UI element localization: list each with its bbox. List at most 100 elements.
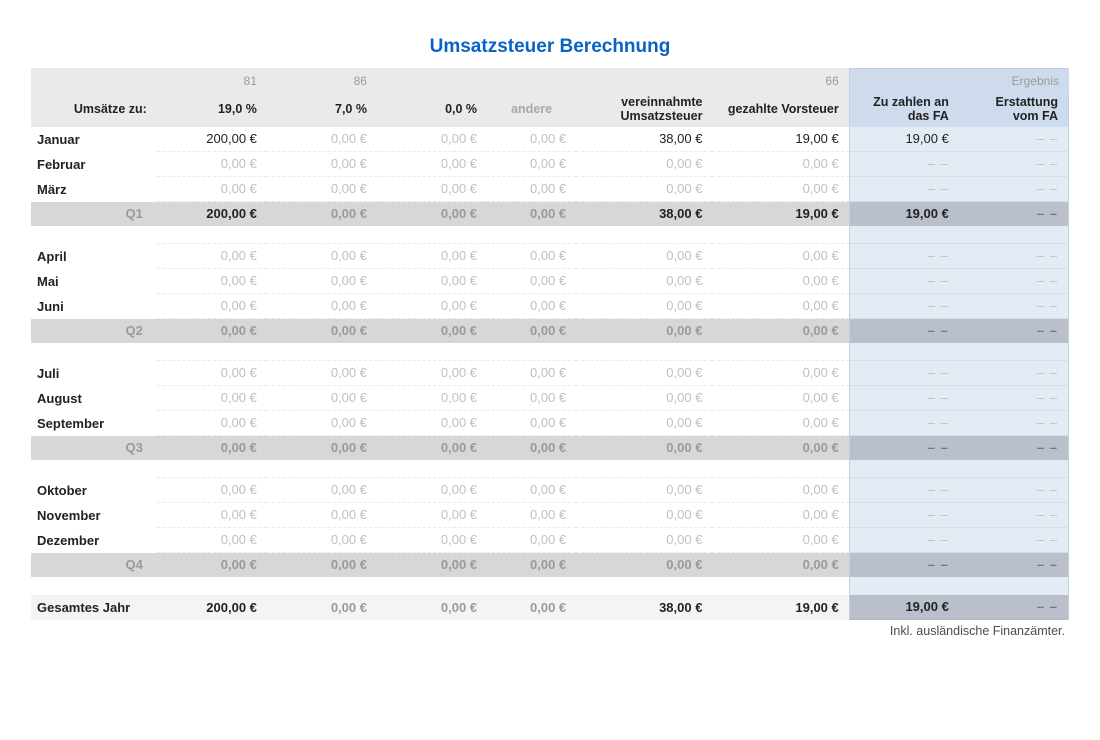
- cell-coll: 0,00 €: [576, 177, 712, 202]
- cell-pay: – –: [849, 553, 959, 577]
- cell-coll: 0,00 €: [576, 361, 712, 386]
- cell-paid: 19,00 €: [712, 595, 848, 620]
- cell-paid: 0,00 €: [712, 319, 848, 343]
- cell-c0: 0,00 €: [377, 411, 487, 436]
- cell-pay: – –: [849, 361, 959, 386]
- cell-c0: 0,00 €: [377, 386, 487, 411]
- month-row: November0,00 €0,00 €0,00 €0,00 €0,00 €0,…: [31, 503, 1069, 528]
- hdr-coll: vereinnahmte Umsatzsteuer: [576, 93, 712, 127]
- spacer-cell: [377, 343, 487, 361]
- spacer-cell: [267, 343, 377, 361]
- cell-other: 0,00 €: [487, 595, 576, 620]
- cell-c7: 0,00 €: [267, 503, 377, 528]
- cell-c0: 0,00 €: [377, 319, 487, 343]
- year-row: Gesamtes Jahr200,00 €0,00 €0,00 €0,00 €3…: [31, 595, 1069, 620]
- cell-c7: 0,00 €: [267, 319, 377, 343]
- month-row: Oktober0,00 €0,00 €0,00 €0,00 €0,00 €0,0…: [31, 478, 1069, 503]
- month-row: Dezember0,00 €0,00 €0,00 €0,00 €0,00 €0,…: [31, 528, 1069, 553]
- cell-c0: 0,00 €: [377, 152, 487, 177]
- cell-c7: 0,00 €: [267, 411, 377, 436]
- hdr-code-other: [487, 68, 576, 93]
- spacer-cell: [31, 226, 157, 244]
- row-label: Oktober: [31, 478, 157, 503]
- cell-c19: 0,00 €: [157, 478, 267, 503]
- row-label: Gesamtes Jahr: [31, 595, 157, 620]
- cell-other: 0,00 €: [487, 553, 576, 577]
- cell-c19: 0,00 €: [157, 503, 267, 528]
- cell-c19: 200,00 €: [157, 595, 267, 620]
- cell-ref: – –: [959, 152, 1069, 177]
- spacer-cell: [487, 577, 576, 595]
- cell-other: 0,00 €: [487, 319, 576, 343]
- cell-pay: – –: [849, 152, 959, 177]
- cell-coll: 0,00 €: [576, 152, 712, 177]
- spacer-cell: [157, 460, 267, 478]
- row-label: April: [31, 244, 157, 269]
- cell-c7: 0,00 €: [267, 553, 377, 577]
- month-row: Januar200,00 €0,00 €0,00 €0,00 €38,00 €1…: [31, 127, 1069, 152]
- cell-other: 0,00 €: [487, 127, 576, 152]
- spacer-cell: [849, 577, 959, 595]
- cell-coll: 0,00 €: [576, 269, 712, 294]
- spacer-cell: [576, 577, 712, 595]
- spacer-cell: [576, 460, 712, 478]
- hdr-code-coll: [576, 68, 712, 93]
- cell-c0: 0,00 €: [377, 294, 487, 319]
- month-row: Juni0,00 €0,00 €0,00 €0,00 €0,00 €0,00 €…: [31, 294, 1069, 319]
- cell-coll: 38,00 €: [576, 127, 712, 152]
- cell-ref: – –: [959, 269, 1069, 294]
- cell-c19: 0,00 €: [157, 269, 267, 294]
- hdr-other: andere: [487, 93, 576, 127]
- cell-ref: – –: [959, 127, 1069, 152]
- cell-coll: 38,00 €: [576, 202, 712, 226]
- cell-c19: 0,00 €: [157, 361, 267, 386]
- row-label: Q4: [31, 553, 157, 577]
- spacer-cell: [31, 460, 157, 478]
- spacer-cell: [849, 343, 959, 361]
- cell-other: 0,00 €: [487, 528, 576, 553]
- cell-pay: – –: [849, 436, 959, 460]
- hdr-group: Umsätze zu:: [31, 93, 157, 127]
- cell-other: 0,00 €: [487, 411, 576, 436]
- cell-paid: 0,00 €: [712, 436, 848, 460]
- cell-ref: – –: [959, 478, 1069, 503]
- cell-other: 0,00 €: [487, 361, 576, 386]
- cell-other: 0,00 €: [487, 436, 576, 460]
- cell-pay: – –: [849, 411, 959, 436]
- cell-c7: 0,00 €: [267, 127, 377, 152]
- cell-c7: 0,00 €: [267, 177, 377, 202]
- cell-c7: 0,00 €: [267, 595, 377, 620]
- spacer-cell: [576, 226, 712, 244]
- cell-pay: – –: [849, 478, 959, 503]
- cell-c0: 0,00 €: [377, 361, 487, 386]
- row-label: Dezember: [31, 528, 157, 553]
- spacer-cell: [712, 343, 848, 361]
- cell-pay: – –: [849, 528, 959, 553]
- cell-ref: – –: [959, 553, 1069, 577]
- cell-coll: 0,00 €: [576, 436, 712, 460]
- cell-c0: 0,00 €: [377, 436, 487, 460]
- cell-c19: 200,00 €: [157, 127, 267, 152]
- cell-other: 0,00 €: [487, 269, 576, 294]
- cell-paid: 0,00 €: [712, 177, 848, 202]
- cell-c0: 0,00 €: [377, 528, 487, 553]
- cell-c0: 0,00 €: [377, 177, 487, 202]
- cell-c7: 0,00 €: [267, 269, 377, 294]
- cell-c7: 0,00 €: [267, 361, 377, 386]
- cell-ref: – –: [959, 361, 1069, 386]
- row-label: Juni: [31, 294, 157, 319]
- cell-paid: 0,00 €: [712, 269, 848, 294]
- cell-ref: – –: [959, 595, 1069, 620]
- cell-paid: 0,00 €: [712, 294, 848, 319]
- cell-c19: 0,00 €: [157, 436, 267, 460]
- spacer-cell: [849, 226, 959, 244]
- cell-paid: 19,00 €: [712, 127, 848, 152]
- spacer-cell: [712, 577, 848, 595]
- cell-c19: 0,00 €: [157, 386, 267, 411]
- spacer-cell: [157, 226, 267, 244]
- hdr-paid: gezahlte Vorsteuer: [712, 93, 848, 127]
- cell-pay: – –: [849, 294, 959, 319]
- cell-ref: – –: [959, 436, 1069, 460]
- cell-c0: 0,00 €: [377, 202, 487, 226]
- spacer-cell: [31, 343, 157, 361]
